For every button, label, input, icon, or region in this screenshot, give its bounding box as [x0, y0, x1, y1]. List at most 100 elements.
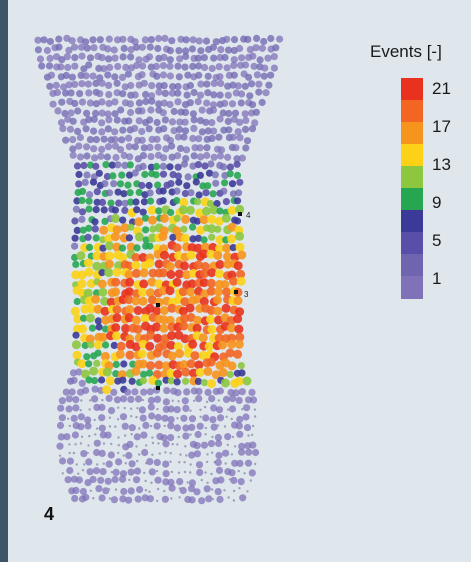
event-point — [82, 493, 90, 501]
event-point — [183, 182, 191, 190]
event-point — [193, 450, 201, 458]
sensor-point — [243, 472, 246, 475]
event-point — [86, 191, 94, 199]
event-point — [233, 349, 243, 359]
event-point — [238, 388, 246, 396]
event-point — [261, 64, 269, 72]
event-point — [226, 370, 234, 379]
event-point — [134, 395, 143, 403]
event-point — [208, 134, 216, 142]
event-point — [152, 62, 160, 70]
sensor-point — [193, 399, 196, 402]
event-point — [194, 234, 202, 242]
event-point — [182, 377, 190, 385]
event-point — [86, 304, 96, 314]
event-point — [234, 128, 242, 136]
sensor-point — [253, 415, 257, 418]
colorbar-segment — [401, 232, 423, 255]
event-point — [211, 171, 219, 179]
event-point — [62, 89, 70, 97]
event-point — [119, 216, 127, 224]
event-point — [111, 98, 119, 106]
event-point — [73, 314, 83, 324]
event-point — [71, 62, 79, 70]
event-point — [138, 359, 148, 369]
event-point — [238, 442, 246, 450]
event-point — [105, 460, 113, 468]
event-point — [72, 331, 80, 339]
event-point — [72, 350, 82, 360]
event-point — [167, 208, 175, 217]
event-point — [69, 117, 77, 125]
event-point — [218, 340, 227, 350]
event-point — [118, 171, 126, 179]
event-point — [220, 187, 228, 195]
event-point — [98, 145, 106, 153]
event-point — [113, 89, 121, 97]
event-point — [93, 340, 103, 350]
event-point — [267, 71, 275, 79]
event-point — [73, 226, 81, 234]
sensor-point — [183, 461, 186, 464]
event-point — [74, 127, 82, 135]
event-point — [34, 36, 42, 44]
sensor-point — [253, 408, 257, 411]
event-point — [71, 340, 81, 350]
event-point — [185, 303, 195, 313]
sensor-point — [135, 415, 138, 419]
event-point — [85, 197, 93, 205]
event-point — [202, 414, 210, 422]
event-point — [108, 161, 116, 169]
event-point — [227, 361, 237, 371]
event-point — [104, 110, 112, 118]
event-point — [86, 54, 95, 62]
event-point — [111, 73, 119, 81]
event-point — [104, 431, 112, 439]
event-point — [196, 91, 205, 99]
sensor-point — [114, 425, 117, 428]
event-point — [197, 80, 205, 88]
sensor-point — [77, 472, 80, 475]
event-point — [133, 244, 141, 252]
event-point — [207, 440, 215, 448]
event-point — [147, 295, 157, 305]
sensor-point — [237, 469, 240, 473]
event-point — [60, 83, 68, 91]
event-point — [75, 180, 83, 188]
event-point — [180, 225, 188, 233]
event-point — [131, 315, 141, 325]
event-point — [186, 287, 196, 297]
event-point — [76, 153, 85, 161]
event-point — [208, 119, 216, 127]
event-point — [258, 98, 266, 107]
event-point — [195, 387, 203, 395]
event-point — [112, 225, 122, 235]
event-point — [46, 37, 55, 46]
event-point — [40, 36, 48, 44]
event-point — [127, 468, 135, 476]
event-point — [155, 88, 163, 96]
event-point — [241, 125, 250, 133]
event-point — [205, 495, 213, 503]
event-point — [188, 496, 196, 504]
event-point — [252, 108, 260, 116]
event-point — [120, 151, 128, 160]
event-point — [203, 80, 211, 88]
event-point — [224, 433, 232, 441]
event-point — [125, 350, 135, 360]
event-point — [228, 100, 237, 108]
event-point — [207, 214, 217, 224]
event-point — [120, 487, 128, 496]
event-point — [111, 277, 121, 287]
event-point — [204, 388, 212, 396]
event-point — [181, 214, 191, 224]
event-point — [197, 153, 205, 161]
event-point — [52, 81, 60, 89]
sensor-point — [246, 490, 249, 493]
event-point — [163, 387, 171, 395]
event-point — [101, 180, 109, 188]
event-point — [235, 422, 243, 430]
event-point — [189, 110, 197, 118]
sensor-point — [232, 499, 236, 502]
event-point — [182, 432, 190, 440]
